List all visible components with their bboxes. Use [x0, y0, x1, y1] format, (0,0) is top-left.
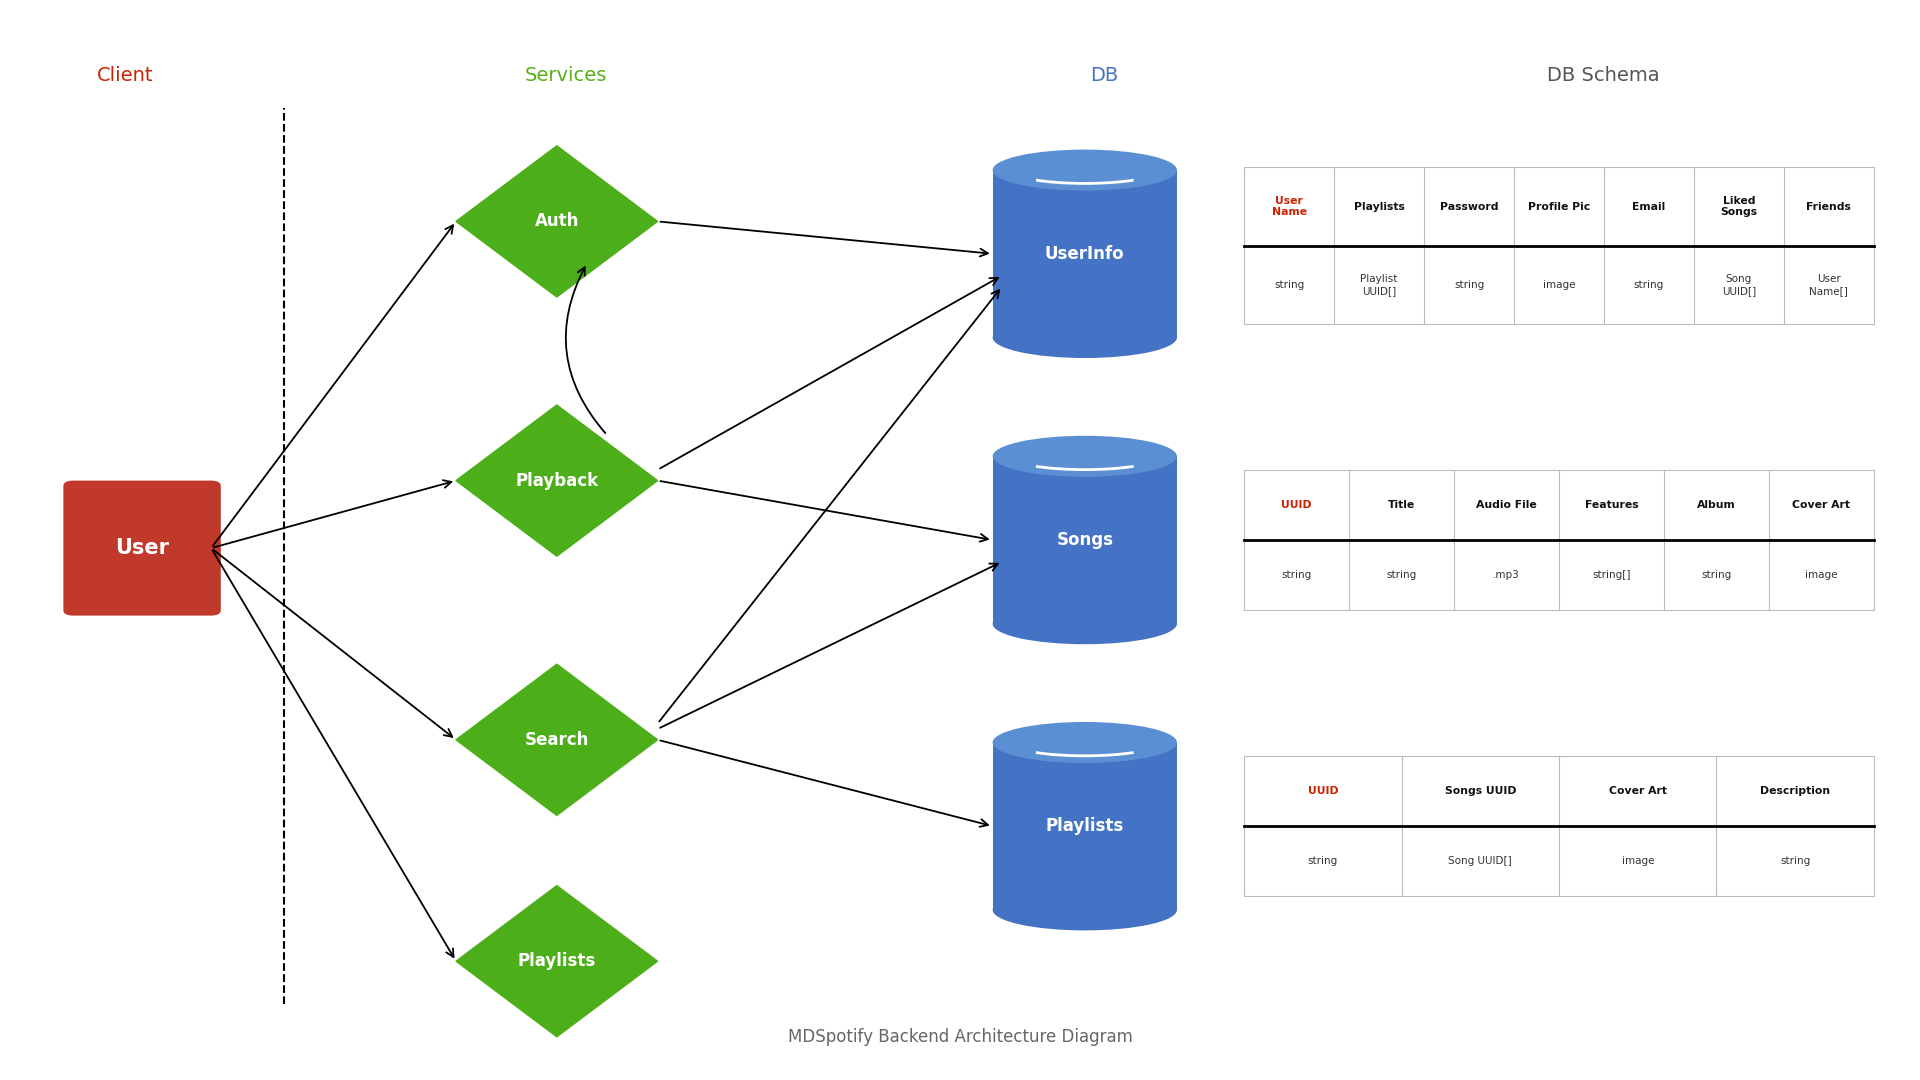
FancyArrowPatch shape — [660, 278, 998, 469]
Text: Playback: Playback — [515, 472, 599, 489]
Text: Song UUID[]: Song UUID[] — [1448, 856, 1513, 866]
Text: string[]: string[] — [1592, 570, 1630, 580]
Ellipse shape — [993, 149, 1177, 190]
FancyBboxPatch shape — [63, 481, 221, 616]
FancyArrowPatch shape — [213, 226, 453, 545]
Text: DB Schema: DB Schema — [1548, 66, 1659, 85]
Text: Password: Password — [1440, 202, 1498, 212]
FancyArrowPatch shape — [213, 550, 453, 737]
Text: Album: Album — [1697, 500, 1736, 510]
Ellipse shape — [993, 721, 1177, 762]
FancyArrowPatch shape — [660, 221, 989, 256]
Bar — [993, 170, 1177, 337]
FancyArrowPatch shape — [566, 267, 605, 433]
Text: DB: DB — [1091, 66, 1117, 85]
Text: Audio File: Audio File — [1476, 500, 1536, 510]
Text: Friends: Friends — [1807, 202, 1851, 212]
Text: string: string — [1780, 856, 1811, 866]
Text: image: image — [1805, 570, 1837, 580]
Text: .mp3: .mp3 — [1494, 570, 1521, 580]
Bar — [993, 456, 1177, 623]
Polygon shape — [457, 886, 657, 1037]
FancyArrowPatch shape — [213, 551, 453, 957]
Text: User
Name: User Name — [1271, 195, 1308, 217]
Text: Song
UUID[]: Song UUID[] — [1722, 274, 1757, 296]
Text: Playlist
UUID[]: Playlist UUID[] — [1361, 274, 1398, 296]
Bar — [1244, 470, 1874, 610]
Ellipse shape — [993, 435, 1177, 476]
Text: Playlists: Playlists — [1354, 202, 1405, 212]
Bar — [993, 743, 1177, 909]
Text: string: string — [1275, 280, 1304, 289]
Text: string: string — [1308, 856, 1338, 866]
Text: UserInfo: UserInfo — [1044, 245, 1125, 262]
Ellipse shape — [993, 318, 1177, 357]
Text: Services: Services — [526, 66, 607, 85]
FancyArrowPatch shape — [660, 564, 998, 728]
Polygon shape — [457, 405, 657, 556]
Ellipse shape — [993, 603, 1177, 644]
Text: Playlists: Playlists — [1046, 818, 1123, 835]
Text: User
Name[]: User Name[] — [1809, 274, 1849, 296]
Text: Songs: Songs — [1056, 531, 1114, 549]
Bar — [1244, 167, 1874, 324]
Text: Search: Search — [524, 731, 589, 748]
Text: User: User — [115, 538, 169, 558]
Polygon shape — [457, 664, 657, 815]
Text: Description: Description — [1761, 786, 1830, 796]
Text: Features: Features — [1584, 500, 1638, 510]
Text: UUID: UUID — [1308, 786, 1338, 796]
Text: UUID: UUID — [1281, 500, 1311, 510]
Ellipse shape — [993, 890, 1177, 931]
Text: MDSpotify Backend Architecture Diagram: MDSpotify Backend Architecture Diagram — [787, 1028, 1133, 1045]
Text: string: string — [1281, 570, 1311, 580]
FancyArrowPatch shape — [660, 741, 989, 827]
Text: Email: Email — [1632, 202, 1667, 212]
Text: image: image — [1544, 280, 1574, 289]
Text: Cover Art: Cover Art — [1793, 500, 1851, 510]
Text: string: string — [1453, 280, 1484, 289]
Text: Title: Title — [1388, 500, 1415, 510]
Text: Cover Art: Cover Art — [1609, 786, 1667, 796]
Text: string: string — [1386, 570, 1417, 580]
FancyArrowPatch shape — [659, 289, 998, 721]
Text: Playlists: Playlists — [518, 953, 595, 970]
Text: Profile Pic: Profile Pic — [1528, 202, 1590, 212]
Text: Auth: Auth — [534, 213, 580, 230]
Text: string: string — [1634, 280, 1665, 289]
Text: Songs UUID: Songs UUID — [1444, 786, 1517, 796]
Bar — [1244, 756, 1874, 896]
Text: image: image — [1622, 856, 1653, 866]
Text: string: string — [1701, 570, 1732, 580]
Text: Liked
Songs: Liked Songs — [1720, 195, 1757, 217]
Text: Client: Client — [96, 66, 154, 85]
FancyArrowPatch shape — [660, 481, 989, 542]
FancyArrowPatch shape — [213, 481, 451, 548]
Polygon shape — [457, 146, 657, 297]
